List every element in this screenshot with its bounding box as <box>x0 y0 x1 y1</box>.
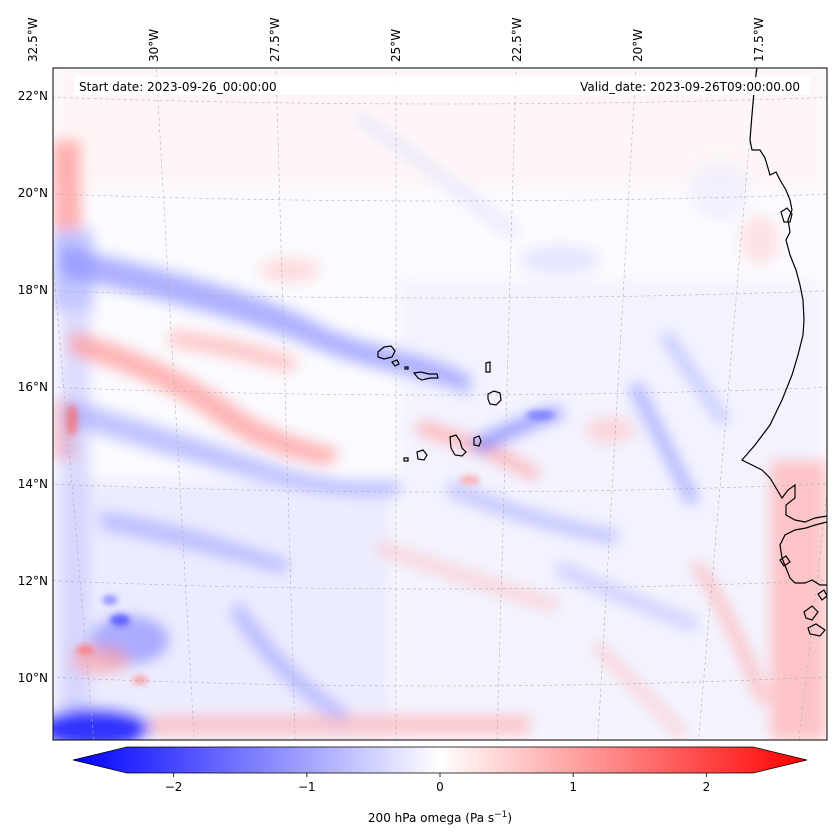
island-santiago <box>449 434 467 457</box>
colorbar-tick-label: 0 <box>436 780 444 794</box>
island-sao-nicolau <box>412 371 439 381</box>
parallel-line <box>53 290 827 299</box>
latitude-tick-label: 12°N <box>18 574 48 588</box>
coast-segment-5 <box>779 555 791 567</box>
colorbar-tick-label: 1 <box>569 780 577 794</box>
parallel-line <box>53 676 827 687</box>
africa-coastline <box>741 68 827 586</box>
colorbar-ticks: −2 −1 0 1 2 <box>165 773 710 794</box>
date-header-box <box>74 77 810 95</box>
latitude-tick-label: 14°N <box>18 477 48 491</box>
island-sal <box>485 361 491 373</box>
longitude-tick-label: 20°W <box>631 29 645 62</box>
island-maio <box>473 435 482 447</box>
omega-field-detail <box>66 404 554 685</box>
coast-segment-2 <box>803 605 819 621</box>
colorbar-label: 200 hPa omega (Pa s−1) <box>368 810 512 825</box>
longitude-tick-labels: 32.5°W 30°W 27.5°W 25°W 22.5°W 20°W 17.5°W <box>26 17 766 62</box>
colorbar-label-exponent: −1 <box>494 810 507 820</box>
latitude-tick-label: 22°N <box>18 89 48 103</box>
latitude-tick-labels: 22°N 20°N 18°N 16°N 14°N 12°N 10°N <box>18 89 48 685</box>
longitude-tick-label: 17.5°W <box>752 17 766 62</box>
coast-segment-1 <box>780 207 793 223</box>
island-fogo <box>416 449 428 461</box>
latitude-tick-label: 16°N <box>18 380 48 394</box>
colorbar-tick-label: −2 <box>165 780 183 794</box>
parallel-line <box>53 96 827 105</box>
colorbar-label-end: ) <box>507 811 512 825</box>
colorbar-tick-label: −1 <box>298 780 316 794</box>
island-brava <box>403 457 409 462</box>
valid-date-text: Valid_date: 2023-09-26T09:00:00.00 <box>580 80 800 94</box>
latitude-tick-label: 18°N <box>18 283 48 297</box>
map-frame <box>52 67 828 741</box>
island-santa-luzia <box>404 366 409 370</box>
start-date-text: Start date: 2023-09-26_00:00:00 <box>79 80 277 94</box>
longitude-tick-label: 32.5°W <box>26 17 40 62</box>
map-panel: Start date: 2023-09-26_00:00:00 Valid_da… <box>18 17 828 741</box>
longitude-tick-label: 30°W <box>147 29 161 62</box>
coast-segment-3 <box>807 623 826 637</box>
latitude-tick-label: 20°N <box>18 186 48 200</box>
longitude-tick-label: 25°W <box>389 29 403 62</box>
parallel-line <box>53 580 827 590</box>
parallel-line <box>53 483 827 493</box>
colorbar: −2 −1 0 1 2 200 hPa omega (Pa s−1) <box>72 746 808 825</box>
island-sao-vicente <box>391 359 400 367</box>
island-santo-antao <box>377 345 396 360</box>
longitude-tick-label: 22.5°W <box>510 17 524 62</box>
colorbar-tick-label: 2 <box>703 780 711 794</box>
parallel-line <box>53 387 827 396</box>
island-boa-vista <box>487 390 502 406</box>
coast-segment-4 <box>817 589 827 601</box>
colorbar-gradient <box>72 746 808 774</box>
longitude-tick-label: 27.5°W <box>268 17 282 62</box>
coastlines <box>377 68 827 637</box>
colorbar-label-main: 200 hPa omega (Pa s <box>368 811 494 825</box>
parallel-line <box>53 193 827 202</box>
latitude-tick-label: 10°N <box>18 671 48 685</box>
